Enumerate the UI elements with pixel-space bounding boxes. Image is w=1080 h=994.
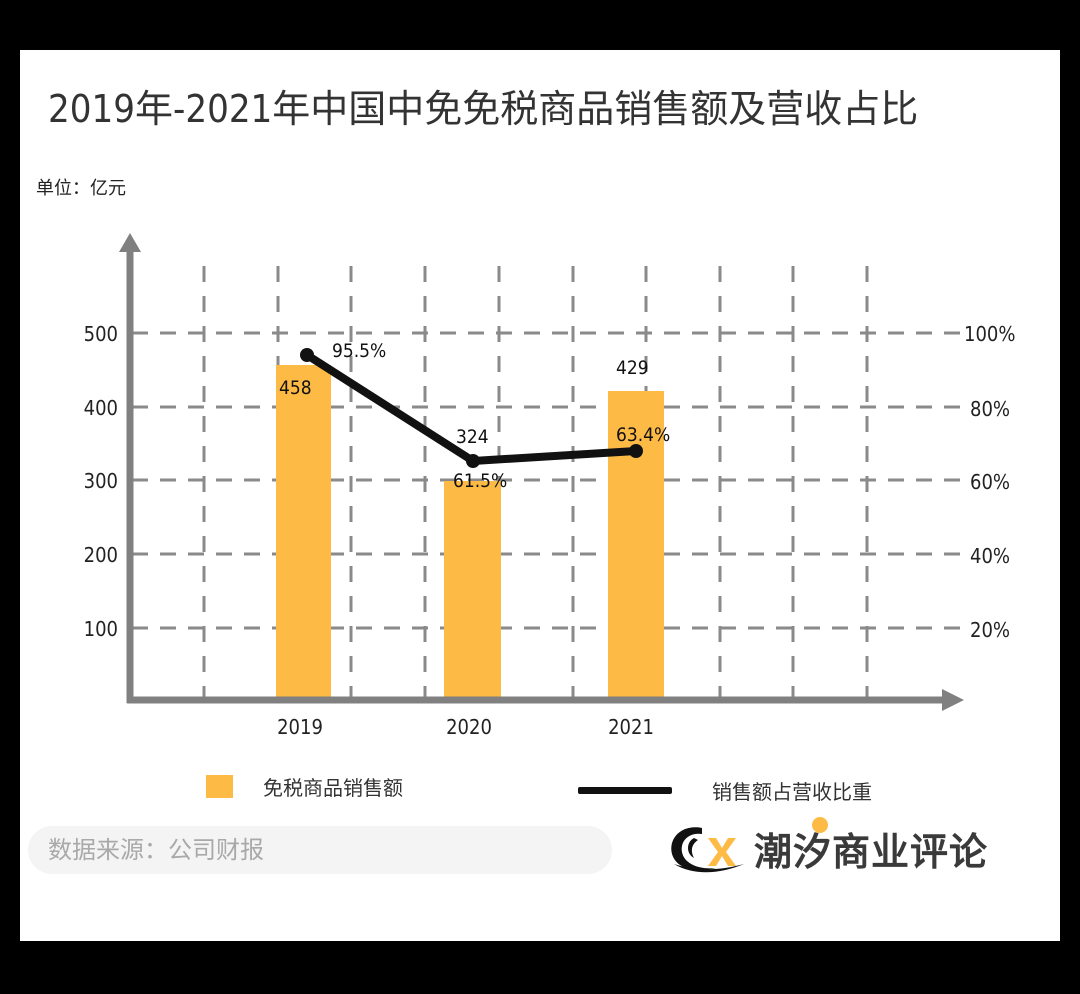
brand-name: 潮汐商业评论 [754,829,989,874]
legend-bar-swatch [206,775,233,798]
line-point-2021 [629,444,643,458]
left-tick-300: 300 [84,469,118,493]
legend-line-swatch [578,787,672,794]
chart-plot: 500 400 300 200 100 100% 80% 60% 40% 20%… [84,233,1015,739]
legend-bar-label: 免税商品销售额 [263,776,403,800]
brand-logo: 潮汐商业评论 [664,816,989,878]
right-tick-40: 40% [970,544,1010,568]
unit-label: 单位：亿元 [36,178,126,199]
right-tick-80: 80% [970,397,1010,421]
line-label-2020: 61.5% [453,470,507,492]
left-tick-100: 100 [84,617,118,641]
line-label-2019: 95.5% [332,340,386,362]
data-source: 数据来源：公司财报 [28,826,612,874]
bar-label-2020: 324 [456,426,489,448]
horizontal-gridlines [132,331,960,630]
bar-2021 [608,391,664,700]
legend-line-label: 销售额占营收比重 [712,780,872,804]
right-tick-100: 100% [964,322,1015,346]
left-tick-200: 200 [84,543,118,567]
line-point-2020 [466,454,480,468]
line-point-2019 [300,348,314,362]
bar-label-2019: 458 [279,377,312,399]
axes [126,248,945,704]
brand-dot [812,816,828,833]
bar-series [276,365,664,700]
x-label-2021: 2021 [608,715,654,739]
cx-logo-icon [671,827,744,873]
bar-2019 [276,365,331,700]
right-tick-20: 20% [970,618,1010,642]
x-label-2019: 2019 [277,715,323,739]
chart-card: 2019年-2021年中国中免免税商品销售额及营收占比 单位：亿元 [20,50,1060,941]
bar-label-2021: 429 [616,357,649,379]
left-tick-500: 500 [84,322,118,346]
left-tick-400: 400 [84,396,118,420]
x-axis-arrow-icon [942,689,964,711]
bar-2020 [444,481,501,700]
line-label-2021: 63.4% [616,424,670,446]
legend-bar: 免税商品销售额 [206,772,403,801]
legend-line: 销售额占营收比重 [578,776,872,805]
right-tick-60: 60% [970,470,1010,494]
x-label-2020: 2020 [446,715,492,739]
chart-title: 2019年-2021年中国中免免税商品销售额及营收占比 [48,87,919,131]
y-axis-arrow-icon [119,233,141,252]
